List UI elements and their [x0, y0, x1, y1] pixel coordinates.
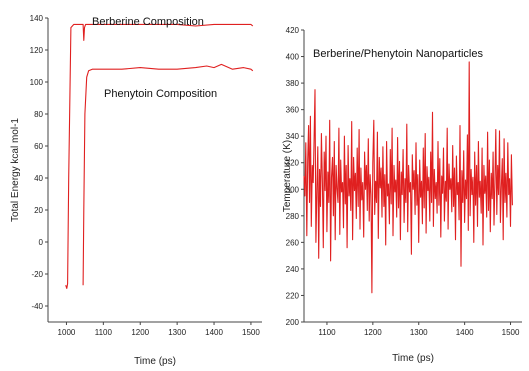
- series-line-0: [303, 61, 513, 294]
- y-tick-label: 420: [286, 26, 300, 35]
- y-tick-label: -40: [31, 302, 43, 311]
- temperature-chart: 200 220 240 260 280 300 320 340 360 380 400 420 1100…: [282, 26, 522, 364]
- y-tick-label: -20: [31, 270, 43, 279]
- x-tick-label: 1500: [242, 328, 260, 337]
- x-tick-label: 1300: [410, 328, 428, 337]
- y-axis-label: Temperature (K): [282, 140, 293, 212]
- y-tick-label: 120: [30, 46, 44, 55]
- x-tick-label: 1100: [318, 328, 336, 337]
- x-tick-label: 1400: [205, 328, 223, 337]
- x-tick-label: 1300: [168, 328, 186, 337]
- y-tick-label: 240: [286, 265, 300, 274]
- y-tick-label: 200: [286, 318, 300, 327]
- y-tick-label: 60: [34, 142, 43, 151]
- y-tick-label: 300: [286, 185, 300, 194]
- x-axis-label: Time (ps): [392, 353, 434, 364]
- x-tick-label: 1200: [364, 328, 382, 337]
- y-tick-label: 360: [286, 106, 300, 115]
- y-axis-label: Total Energy kcal mol-1: [10, 118, 21, 222]
- y-tick-label: 140: [30, 14, 44, 23]
- x-axis-label: Time (ps): [134, 356, 176, 367]
- y-tick-label: 220: [286, 291, 300, 300]
- x-tick-label: 1500: [502, 328, 520, 337]
- x-tick-label: 1400: [456, 328, 474, 337]
- y-tick-label: 320: [286, 159, 300, 168]
- y-tick-label: 20: [34, 206, 43, 215]
- chart-title: Berberine/Phenytoin Nanoparticles: [313, 48, 483, 60]
- y-tick-label: 340: [286, 132, 300, 141]
- energy-chart: -40 -20 0 20 40 60 80 100 120 140 1000 1100 1200 1300…: [10, 14, 262, 367]
- y-tick-label: 0: [39, 238, 44, 247]
- y-tick-label: 40: [34, 174, 43, 183]
- series-line-1: [82, 63, 254, 286]
- y-tick-label: 380: [286, 79, 300, 88]
- series-line-0: [65, 23, 254, 289]
- annotation-label: Phenytoin Composition: [104, 88, 217, 100]
- y-tick-label: 400: [286, 53, 300, 62]
- x-tick-label: 1200: [131, 328, 149, 337]
- x-tick-label: 1000: [58, 328, 76, 337]
- y-tick-label: 260: [286, 238, 300, 247]
- y-tick-label: 280: [286, 212, 300, 221]
- annotation-label: Berberine Composition: [92, 16, 204, 28]
- y-tick-label: 80: [34, 110, 43, 119]
- y-tick-label: 100: [30, 78, 44, 87]
- x-tick-label: 1100: [95, 328, 113, 337]
